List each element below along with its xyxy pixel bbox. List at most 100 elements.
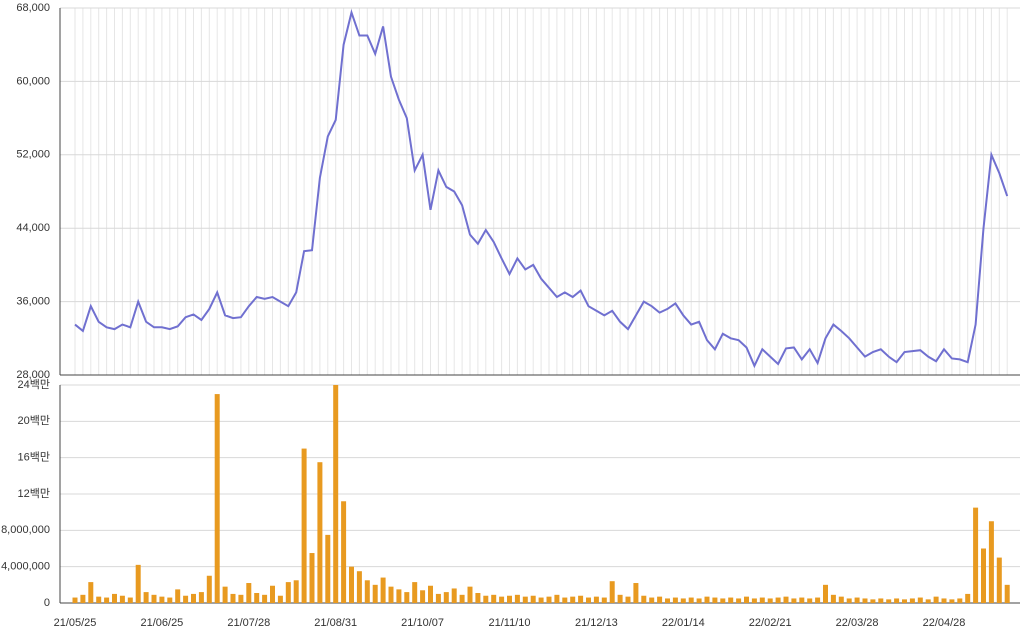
volume-bar (285, 582, 291, 603)
y-tick-label: 28,000 (16, 369, 50, 381)
volume-bar (435, 593, 441, 603)
volume-bar (475, 593, 481, 603)
volume-bar (641, 595, 647, 603)
volume-bar (72, 597, 78, 603)
x-tick-label: 21/12/13 (575, 617, 618, 629)
volume-bar (902, 599, 907, 603)
volume-bar (491, 594, 497, 603)
volume-bar (609, 581, 615, 603)
volume-bar (238, 594, 244, 603)
volume-bar (759, 597, 765, 603)
volume-bar (625, 596, 631, 603)
volume-bar (262, 594, 268, 603)
volume-bar (633, 583, 639, 603)
y-tick-label: 16백만 (18, 451, 50, 464)
volume-bar (965, 593, 971, 603)
volume-bar (428, 585, 433, 603)
volume-bar (364, 580, 370, 603)
volume-bar (728, 597, 734, 603)
x-tick-label: 21/06/25 (140, 617, 183, 629)
volume-bar (119, 595, 125, 603)
volume-bar (657, 596, 663, 603)
volume-bar (451, 588, 457, 603)
volume-bar (554, 594, 560, 603)
x-tick-label: 22/01/14 (662, 617, 705, 629)
volume-bar (467, 586, 473, 603)
volume-bar (522, 596, 528, 603)
volume-bar (996, 557, 1002, 603)
volume-bar (483, 595, 489, 603)
volume-bar (775, 597, 781, 603)
volume-bar (894, 598, 900, 603)
volume-bar (112, 593, 117, 603)
volume-bar (420, 590, 426, 603)
volume-bar (88, 582, 94, 603)
y-tick-label: 36,000 (16, 296, 50, 308)
y-tick-label: 8,000,000 (1, 524, 50, 536)
volume-bar (941, 598, 947, 603)
volume-bar (981, 548, 986, 603)
volume-bar (767, 598, 773, 603)
volume-bar (349, 566, 354, 603)
volume-bar (372, 584, 378, 603)
volume-bar (665, 598, 670, 603)
volume-bar (96, 596, 102, 603)
volume-bar (341, 501, 347, 603)
y-tick-label: 44,000 (16, 222, 50, 234)
volume-bar (854, 597, 860, 603)
y-tick-label: 0 (44, 597, 50, 609)
y-tick-label: 4,000,000 (1, 561, 50, 573)
volume-bar (807, 598, 813, 603)
volume-bar (159, 596, 165, 603)
volume-bar (356, 571, 362, 603)
volume-bar (617, 594, 623, 603)
volume-bar (736, 598, 742, 603)
volume-bar (443, 592, 449, 603)
volume-bar (507, 595, 512, 603)
volume-bar (917, 597, 923, 603)
volume-bar (530, 595, 536, 603)
volume-bar (412, 582, 418, 603)
volume-bar (183, 595, 189, 603)
volume-bar (230, 593, 236, 603)
volume-bar (791, 598, 797, 603)
x-tick-label: 21/08/31 (314, 617, 357, 629)
volume-bar (672, 597, 678, 603)
y-tick-label: 12백만 (18, 487, 50, 500)
volume-bar (254, 593, 260, 603)
volume-bar (175, 589, 181, 603)
volume-bar (862, 598, 868, 603)
volume-bar (277, 595, 283, 603)
volume-bar (601, 597, 607, 603)
volume-bar (988, 521, 994, 603)
volume-bar (846, 598, 852, 603)
volume-bar (578, 595, 584, 603)
y-tick-label: 60,000 (16, 75, 50, 87)
volume-bar (143, 592, 149, 603)
y-tick-label: 68,000 (16, 2, 50, 14)
y-tick-label: 20백만 (18, 414, 50, 427)
y-tick-label: 52,000 (16, 149, 50, 161)
volume-bar (538, 597, 544, 603)
volume-bar (586, 597, 591, 603)
volume-bar (870, 599, 876, 603)
volume-bar (949, 599, 955, 603)
volume-bar (167, 597, 173, 603)
volume-bar (293, 580, 299, 603)
volume-bar (799, 597, 805, 603)
volume-bar (925, 599, 931, 603)
volume-bar (206, 575, 212, 603)
volume-bar (317, 462, 323, 603)
volume-bar (151, 594, 157, 603)
x-tick-label: 21/10/07 (401, 617, 444, 629)
volume-bar (380, 577, 386, 603)
volume-bar (720, 598, 726, 603)
volume-bar (222, 586, 228, 603)
volume-bar (878, 598, 884, 603)
x-tick-label: 21/05/25 (54, 617, 97, 629)
volume-bar (973, 507, 979, 603)
volume-bar (1004, 584, 1010, 603)
volume-bar (127, 597, 133, 603)
